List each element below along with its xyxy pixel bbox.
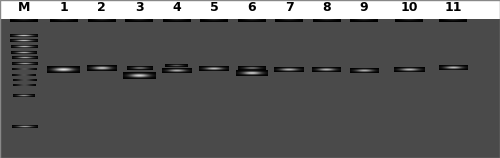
Text: 5: 5 <box>210 1 218 14</box>
Text: 7: 7 <box>284 1 294 14</box>
Text: 1: 1 <box>59 1 68 14</box>
Text: M: M <box>18 1 30 14</box>
Text: 8: 8 <box>322 1 331 14</box>
Text: 6: 6 <box>247 1 256 14</box>
Bar <box>0 0 500 19</box>
Text: 2: 2 <box>97 1 106 14</box>
Text: 4: 4 <box>172 1 181 14</box>
Text: 9: 9 <box>360 1 368 14</box>
Text: 10: 10 <box>400 1 418 14</box>
Text: 3: 3 <box>134 1 143 14</box>
Text: 11: 11 <box>444 1 462 14</box>
